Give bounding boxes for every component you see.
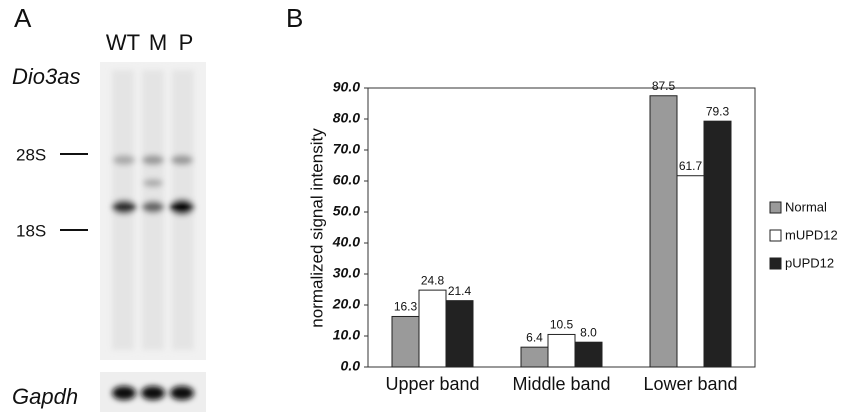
control-label: Gapdh: [12, 384, 78, 409]
panel-label: B: [286, 3, 303, 33]
marker-label: 28S: [16, 145, 46, 164]
figure: A WT M P Dio3as 28S 18S Gapdh B normaliz…: [0, 0, 846, 416]
legend-swatch: [770, 202, 781, 213]
legend-label: pUPD12: [785, 255, 834, 270]
x-tick-label: Middle band: [512, 374, 610, 394]
y-tick-label: 90.0: [333, 79, 360, 95]
y-tick-label: 70.0: [333, 141, 360, 157]
lane-label: WT: [106, 30, 140, 55]
value-label: 8.0: [580, 325, 597, 339]
legend-label: Normal: [785, 199, 827, 214]
value-label: 21.4: [448, 284, 472, 298]
blot: [100, 62, 206, 412]
lane-label: M: [149, 30, 167, 55]
value-label: 61.7: [679, 159, 703, 173]
legend-swatch: [770, 258, 781, 269]
y-tick-label: 10.0: [333, 327, 360, 343]
marker-label: 18S: [16, 221, 46, 240]
y-tick-label: 0.0: [341, 358, 361, 374]
value-label: 6.4: [526, 330, 543, 344]
value-label: 16.3: [394, 300, 418, 314]
bar: [677, 176, 704, 367]
y-tick-label: 30.0: [333, 265, 360, 281]
value-label: 87.5: [652, 79, 676, 93]
y-tick-label: 40.0: [332, 234, 360, 250]
value-label: 10.5: [550, 318, 574, 332]
panel-label: A: [14, 3, 32, 33]
probe-label: Dio3as: [12, 64, 80, 89]
bar: [704, 121, 731, 367]
legend-label: mUPD12: [785, 227, 838, 242]
y-tick-label: 80.0: [333, 110, 360, 126]
y-tick-label: 50.0: [333, 203, 360, 219]
bar: [650, 96, 677, 367]
lane-label: P: [179, 30, 194, 55]
value-label: 24.8: [421, 273, 445, 287]
bar: [575, 342, 602, 367]
x-tick-label: Upper band: [385, 374, 479, 394]
value-label: 79.3: [706, 104, 730, 118]
x-tick-label: Lower band: [643, 374, 737, 394]
y-axis-label: normalized signal intensity: [307, 128, 326, 328]
bar: [392, 316, 419, 367]
legend-swatch: [770, 230, 781, 241]
bar: [548, 334, 575, 367]
y-tick-label: 20.0: [332, 296, 360, 312]
y-tick-label: 60.0: [333, 172, 360, 188]
bar: [521, 347, 548, 367]
bar: [446, 301, 473, 367]
bar: [419, 290, 446, 367]
